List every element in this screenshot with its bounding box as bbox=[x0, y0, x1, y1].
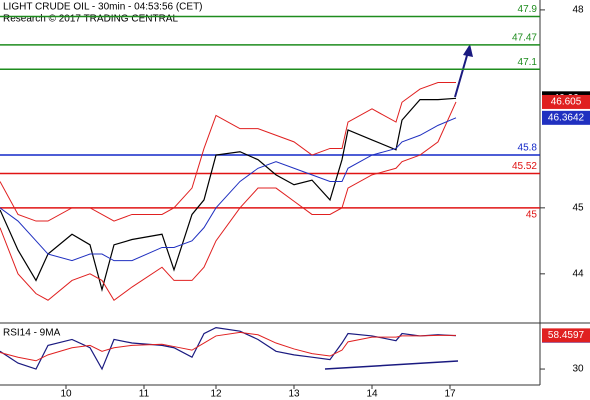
value-label: 58.4597 bbox=[548, 330, 585, 341]
y-tick-label: 48 bbox=[572, 5, 584, 16]
x-tick-label: 12 bbox=[210, 389, 222, 400]
rsi-trendline bbox=[324, 360, 459, 370]
chart-subtitle: Research © 2017 TRADING CENTRAL bbox=[3, 14, 178, 25]
series-line bbox=[0, 81, 456, 222]
level-label: 45.52 bbox=[512, 161, 537, 172]
value-label: 46.3642 bbox=[548, 112, 585, 123]
series-line bbox=[0, 117, 457, 262]
series-line bbox=[0, 331, 457, 362]
level-label: 47.1 bbox=[518, 57, 538, 68]
x-tick-label: 13 bbox=[288, 389, 300, 400]
series-line bbox=[0, 101, 457, 301]
forecast-arrow bbox=[454, 51, 469, 98]
x-tick-label: 14 bbox=[366, 389, 378, 400]
y-tick-label: 44 bbox=[572, 268, 584, 279]
level-label: 47.9 bbox=[518, 4, 538, 15]
value-box bbox=[542, 328, 590, 343]
level-label: 45.8 bbox=[518, 143, 538, 154]
x-tick-label: 17 bbox=[444, 389, 456, 400]
series-line bbox=[0, 327, 457, 371]
level-label: 45 bbox=[526, 209, 538, 220]
value-label: 46.605 bbox=[551, 97, 582, 108]
x-tick-label: 10 bbox=[60, 389, 72, 400]
series-line bbox=[0, 97, 457, 292]
x-tick-label: 11 bbox=[139, 389, 150, 400]
y-tick-label: 30 bbox=[572, 364, 584, 375]
y-tick-label: 45 bbox=[572, 202, 584, 213]
level-label: 47.47 bbox=[512, 33, 537, 44]
value-box bbox=[542, 94, 590, 109]
rsi-title: RSI14 - 9MA bbox=[3, 328, 61, 339]
arrow-head bbox=[463, 44, 473, 57]
chart-title: LIGHT CRUDE OIL - 30min - 04:53:56 (CET) bbox=[3, 2, 203, 13]
value-box bbox=[542, 110, 590, 125]
